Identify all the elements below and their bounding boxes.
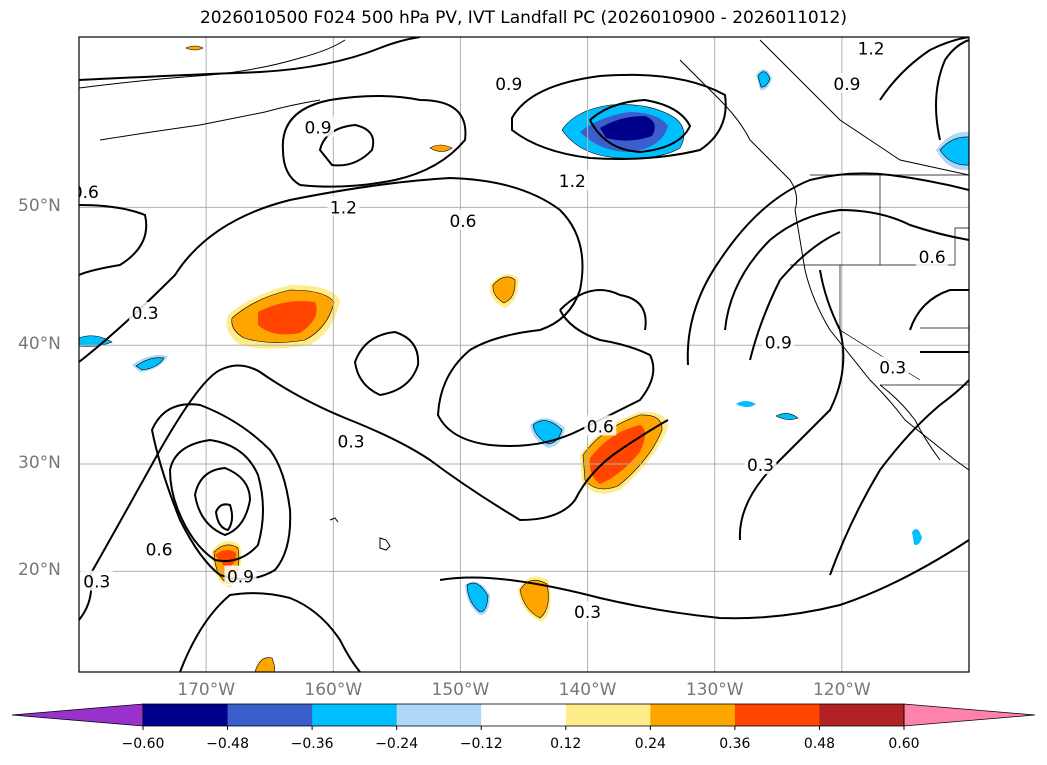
colorbar-tick-label: 0.48 — [803, 736, 836, 752]
colorbar-outline — [142, 703, 905, 727]
map-title: 2026010500 F024 500 hPa PV, IVT Landfall… — [199, 8, 847, 28]
colorbar-cell — [227, 704, 313, 726]
contour-label-bg — [584, 415, 617, 436]
colorbar-tick-label: −0.12 — [459, 736, 503, 752]
lon-tick-label: 120°W — [812, 680, 871, 700]
contour-label-bg — [335, 430, 368, 451]
colorbar-tick-label: 0.12 — [550, 736, 582, 752]
contour-label: 0.9 — [765, 334, 792, 354]
contour-label: 0.3 — [747, 456, 774, 476]
contour-label-bg — [830, 72, 863, 93]
colorbar-cell — [396, 704, 482, 726]
colorbar-tick-label: 0.24 — [634, 736, 666, 752]
contour-label-bg — [916, 246, 949, 267]
lat-tick-label: 30°N — [18, 453, 61, 474]
contour-label: 0.3 — [338, 432, 365, 452]
contour-label: 0.9 — [305, 119, 332, 139]
contour-label: 0.9 — [833, 75, 860, 95]
colorbar-extend-high — [903, 703, 1036, 727]
contour-label: 1.2 — [559, 172, 586, 192]
colorbar-cell — [650, 704, 736, 726]
lon-tick-label: 160°W — [304, 680, 363, 700]
contour-label-bg — [446, 209, 479, 230]
contour-label-bg — [571, 601, 604, 622]
contour-label: 0.3 — [132, 304, 159, 324]
lon-tick-label: 150°W — [431, 680, 490, 700]
contour-label: 0.6 — [919, 248, 946, 268]
contour-label-bg — [762, 331, 795, 352]
contour-label-bg — [876, 356, 909, 377]
contour-label: 1.2 — [330, 198, 357, 218]
contour-label-bg — [80, 570, 113, 591]
contour-label-bg — [224, 565, 257, 586]
colorbar-cell — [819, 704, 905, 726]
contour-label: 0.6 — [449, 212, 476, 232]
contour-label: 0.3 — [83, 573, 110, 593]
pv-contours — [79, 37, 969, 672]
colorbar-tick-label: 0.36 — [719, 736, 751, 752]
contour-label: 0.9 — [227, 567, 254, 587]
contour-label: 1.2 — [858, 40, 885, 60]
pv-shading — [79, 45, 969, 672]
contour-label-bg — [143, 538, 176, 559]
colorbar-cell — [312, 704, 398, 726]
map-frame — [78, 36, 970, 673]
colorbar-cell — [481, 704, 567, 726]
contour-label: 0.9 — [495, 75, 522, 95]
contour-label-bg — [327, 196, 360, 217]
contour-label-bg — [556, 170, 589, 191]
contour-label: 0.6 — [587, 417, 614, 437]
colorbar-extend-low — [11, 703, 144, 727]
lat-tick-label: 40°N — [18, 334, 61, 355]
colorbar-cell — [734, 704, 820, 726]
colorbar-tick-label: −0.24 — [375, 736, 419, 752]
colorbar-tick-label: −0.36 — [290, 736, 334, 752]
colorbar-tick-label: −0.48 — [206, 736, 249, 752]
contour-label-bg — [302, 116, 335, 137]
contour-label-bg — [855, 37, 888, 58]
lat-tick-label: 20°N — [18, 560, 61, 581]
lon-tick-label: 140°W — [558, 680, 617, 700]
colorbar-tick-label: 0.60 — [888, 736, 920, 752]
contour-label-bg — [492, 72, 525, 93]
colorbar-tick-label: −0.60 — [121, 736, 165, 752]
lat-tick-label: 50°N — [18, 196, 61, 217]
contour-label-bg — [744, 454, 777, 475]
lon-tick-label: 170°W — [177, 680, 236, 700]
colorbar-cell — [565, 704, 651, 726]
coastlines — [79, 39, 969, 551]
contour-label: 0.3 — [574, 603, 601, 623]
contour-label: 0.6 — [146, 540, 173, 560]
colorbar-cell — [143, 704, 229, 726]
graticule — [79, 37, 969, 672]
lon-tick-label: 130°W — [685, 680, 744, 700]
contour-label: 0.3 — [879, 359, 906, 379]
contour-label: 0.6 — [72, 183, 99, 203]
contour-label-bg — [129, 301, 162, 322]
contour-label-bg — [79, 181, 102, 202]
